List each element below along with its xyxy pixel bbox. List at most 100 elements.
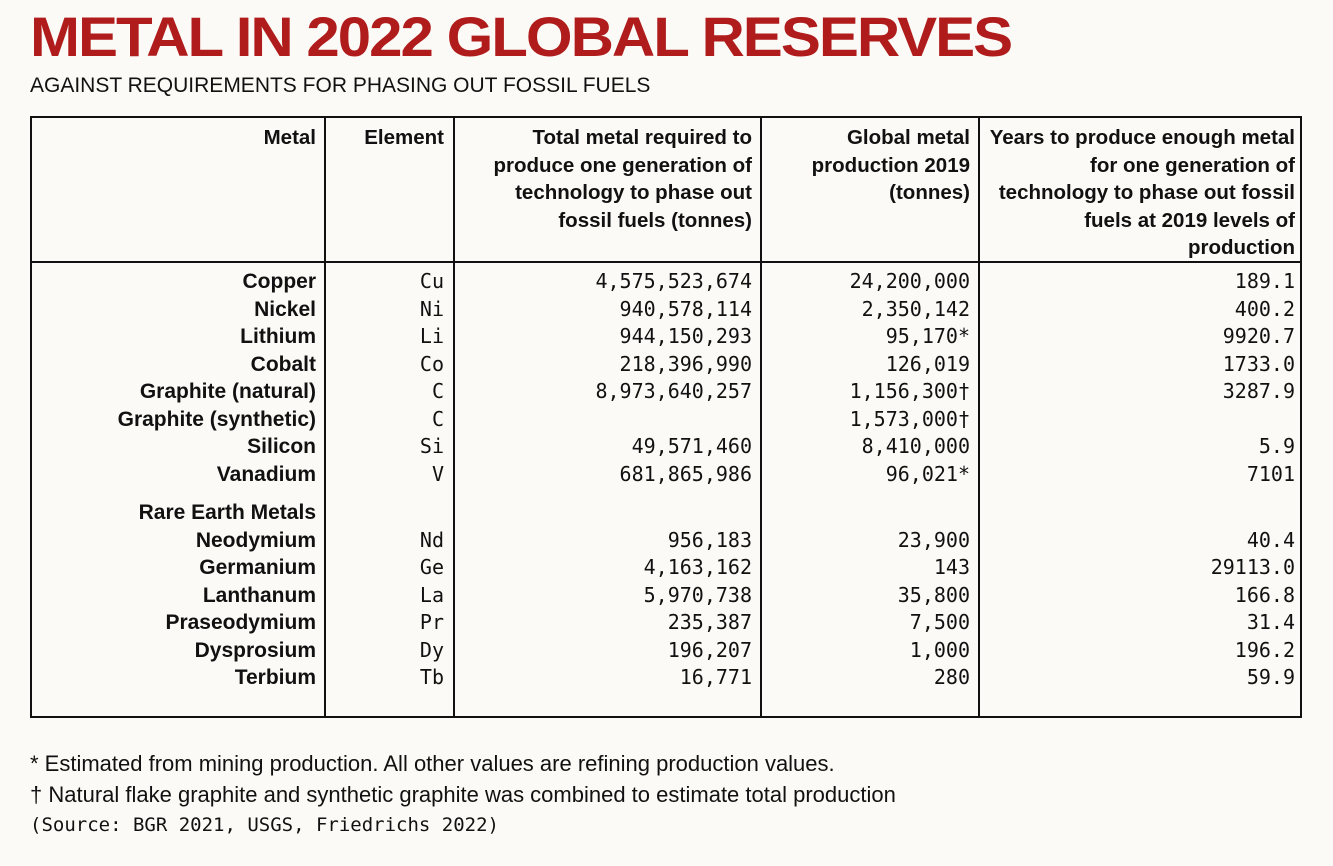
cell-years: 7101 [1246,461,1295,486]
cell-metal: Nickel [254,297,316,321]
cell-production: 280 [933,665,970,689]
cell-element: Dy [419,637,444,662]
cell-production: 23,900 [897,527,970,552]
cell-years: 59.9 [1246,665,1295,689]
cell-element: C [431,379,444,403]
cell-element: Ge [419,555,444,579]
metals-table: Metal Element Total metal required to pr… [30,116,1302,718]
cell-required: 4,163,162 [643,555,752,579]
header-metal: Metal [263,126,316,149]
cell-metal: Terbium [234,666,316,689]
header-divider [32,261,1300,263]
cell-years: 166.8 [1234,582,1295,607]
cell-element: Nd [419,527,444,552]
cell-years: 189.1 [1234,269,1295,293]
header-required: Total metal required to produce one gene… [493,126,752,232]
cell-required: 681,865,986 [619,461,752,486]
cell-element: Ni [419,296,444,321]
cell-metal: Lanthanum [202,583,316,607]
header-element: Element [364,126,444,149]
cell-years: 5.9 [1258,434,1295,458]
table-row: Nickel Ni 940,578,114 2,350,142 400.2 [32,296,1300,324]
column-divider [760,118,762,716]
cell-element: La [419,582,444,607]
cell-element: Si [419,434,444,458]
cell-required: 196,207 [667,637,752,662]
header-production: Global metal production 2019 (tonnes) [811,126,970,204]
footnote-asterisk: * Estimated from mining production. All … [30,751,835,776]
table-row: Dysprosium Dy 196,207 1,000 196.2 [32,637,1300,665]
group-label: Rare Earth Metals [138,501,316,524]
cell-years: 196.2 [1234,637,1295,662]
cell-required: 956,183 [667,527,752,552]
cell-element: Li [419,324,444,348]
table-row: Vanadium V 681,865,986 96,021* 7101 [32,461,1300,489]
cell-years: 400.2 [1234,296,1295,321]
cell-required: 235,387 [667,610,752,634]
cell-production: 126,019 [885,351,970,376]
column-divider [978,118,980,716]
cell-metal: Praseodymium [165,611,316,634]
cell-required: 5,970,738 [643,582,752,607]
source-note: (Source: BGR 2021, USGS, Friedrichs 2022… [30,814,499,836]
cell-element: V [431,461,444,486]
cell-metal: Copper [242,270,317,293]
table-row: Lanthanum La 5,970,738 35,800 166.8 [32,582,1300,610]
table-row: Terbium Tb 16,771 280 59.9 [32,664,1300,692]
cell-years: 1733.0 [1222,351,1295,376]
cell-required: 49,571,460 [631,434,752,458]
footnote-dagger: † Natural flake graphite and synthetic g… [30,782,896,807]
table-row: Lithium Li 944,150,293 95,170* 9920.7 [32,323,1300,351]
cell-metal: Germanium [199,556,316,579]
cell-required: 218,396,990 [619,351,752,376]
table-row: Copper Cu 4,575,523,674 24,200,000 189.1 [32,268,1300,296]
cell-required: 940,578,114 [619,296,752,321]
cell-required: 4,575,523,674 [595,269,752,293]
cell-metal: Silicon [247,435,316,458]
page-subtitle: AGAINST REQUIREMENTS FOR PHASING OUT FOS… [30,74,651,97]
cell-required: 944,150,293 [619,324,752,348]
cell-metal: Lithium [240,325,316,348]
footnotes: * Estimated from mining production. All … [30,748,896,841]
group-row: Rare Earth Metals [32,499,1300,527]
cell-production: 95,170* [885,324,970,348]
cell-element: Co [419,351,444,376]
cell-production: 1,000 [909,637,970,662]
cell-required: 8,973,640,257 [595,379,752,403]
cell-metal: Graphite (natural) [139,380,316,403]
table-row: Neodymium Nd 956,183 23,900 40.4 [32,527,1300,555]
cell-years: 29113.0 [1210,555,1295,579]
cell-metal: Neodymium [195,528,316,552]
cell-years: 9920.7 [1222,324,1295,348]
cell-production: 35,800 [897,582,970,607]
cell-element: Pr [419,610,444,634]
cell-production: 143 [933,555,970,579]
cell-years: 40.4 [1246,527,1295,552]
cell-element: C [431,406,444,431]
cell-metal: Graphite (synthetic) [117,407,316,431]
cell-production: 24,200,000 [849,269,970,293]
cell-metal: Vanadium [216,462,316,486]
cell-years: 31.4 [1246,610,1295,634]
cell-production: 96,021* [885,461,970,486]
page-title: METAL IN 2022 GLOBAL RESERVES [30,6,1013,68]
cell-production: 1,156,300† [849,379,970,403]
table-row: Cobalt Co 218,396,990 126,019 1733.0 [32,351,1300,379]
table-row: Praseodymium Pr 235,387 7,500 31.4 [32,609,1300,637]
cell-element: Tb [419,665,444,689]
table-row: Graphite (natural) C 8,973,640,257 1,156,30… [32,378,1300,406]
cell-years: 3287.9 [1222,379,1295,403]
cell-required: 16,771 [679,665,752,689]
column-divider [324,118,326,716]
cell-element: Cu [419,269,444,293]
cell-metal: Dysprosium [194,638,316,662]
table-row: Germanium Ge 4,163,162 143 29113.0 [32,554,1300,582]
cell-production: 2,350,142 [861,296,970,321]
table-row: Graphite (synthetic) C 1,573,000† [32,406,1300,434]
cell-production: 7,500 [909,610,970,634]
cell-production: 1,573,000† [849,406,970,431]
header-years: Years to produce enough metal for one ge… [989,126,1295,259]
column-divider [453,118,455,716]
cell-production: 8,410,000 [861,434,970,458]
table-row: Silicon Si 49,571,460 8,410,000 5.9 [32,433,1300,461]
